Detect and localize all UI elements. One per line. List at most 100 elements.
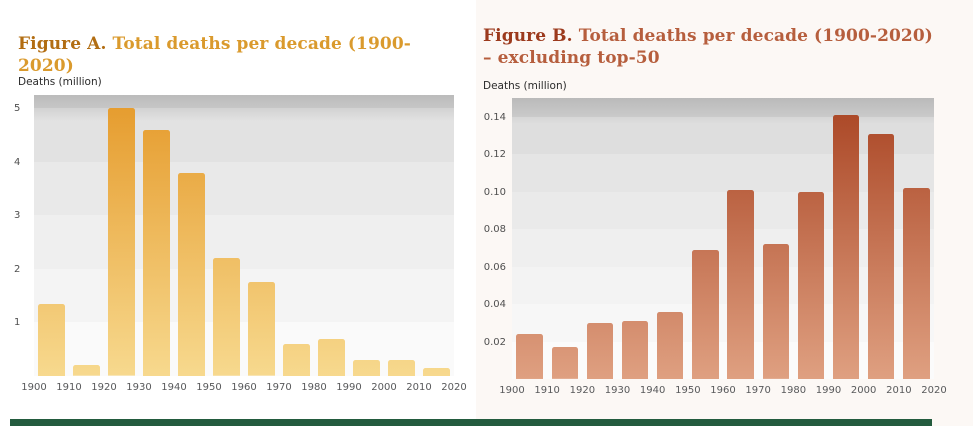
figure-b-bar-slot bbox=[547, 98, 582, 379]
figure-a-bar-1970s bbox=[283, 343, 310, 376]
figure-b-title: Figure B. Total deaths per decade (1900-… bbox=[483, 25, 933, 69]
figure-b-bar-1920s bbox=[586, 322, 614, 379]
figure-a-bar-1940s bbox=[178, 172, 205, 376]
figure-b-plot-area bbox=[512, 98, 934, 379]
figure-b-bar-1970s bbox=[762, 244, 789, 379]
figure-a-xtick-1910: 1910 bbox=[56, 382, 82, 393]
figure-a-bar-1960s bbox=[248, 282, 275, 376]
figure-a-title-prefix: Figure A. bbox=[18, 34, 107, 54]
figure-a-bar-1910s bbox=[73, 365, 100, 376]
figure-a-bar-slot bbox=[314, 95, 349, 376]
figure-a-xtick-1960: 1960 bbox=[231, 382, 257, 393]
figure-a-bar-1950s bbox=[213, 258, 240, 376]
figure-b-xtick-2010: 2010 bbox=[886, 385, 912, 396]
figure-a-ytick-3: 3 bbox=[14, 210, 21, 222]
figure-b-xtick-2020: 2020 bbox=[921, 385, 947, 396]
figure-b-bar-1960s bbox=[727, 189, 754, 379]
figure-a-bar-slot bbox=[104, 95, 139, 376]
figure-a-xtick-1990: 1990 bbox=[336, 382, 362, 393]
figure-b-xtick-1990: 1990 bbox=[815, 385, 842, 396]
figure-a-title: Figure A. Total deaths per decade (1900-… bbox=[18, 33, 466, 77]
figure-b-xtick-1920: 1920 bbox=[569, 385, 596, 396]
figure-a-bar-slot bbox=[419, 95, 454, 376]
figure-b-ytick-0.14: 0.14 bbox=[483, 111, 506, 123]
figure-b-bar-1940s bbox=[657, 311, 684, 379]
figure-a-plot-area bbox=[34, 95, 454, 376]
figure-b-x-axis: 1900 1910 1920 1930 1940 1950 1960 1970 1980 1990… bbox=[499, 385, 946, 399]
figure-b-xtick-1960: 1960 bbox=[710, 385, 736, 396]
figure-a-title-text: Total deaths per decade (1900-2020) bbox=[18, 34, 411, 76]
figure-a-y-axis: 1 2 3 4 5 bbox=[14, 95, 30, 376]
bottom-accent-bar bbox=[10, 419, 932, 426]
figure-b-xtick-1900: 1900 bbox=[499, 385, 525, 396]
figure-b-xtick-1910: 1910 bbox=[534, 385, 560, 396]
figure-b-bar-slot bbox=[723, 98, 758, 379]
figure-a-bar-1980s bbox=[318, 338, 345, 376]
figure-a-bar-slot bbox=[34, 95, 69, 376]
figure-a-bar-slot bbox=[349, 95, 384, 376]
figure-b-bar-slot bbox=[758, 98, 793, 379]
figure-a-bar-slot bbox=[139, 95, 174, 376]
figure-b-bar-slot bbox=[582, 98, 617, 379]
figure-b-ytick-0.08: 0.08 bbox=[483, 224, 506, 236]
figure-b-title-line2: – excluding top-50 bbox=[483, 48, 660, 68]
figure-b-bar-1910s bbox=[551, 347, 578, 379]
figure-a-bar-slot bbox=[384, 95, 419, 376]
figure-b-title-prefix: Figure B. bbox=[483, 26, 573, 46]
figure-a-ytick-5: 5 bbox=[14, 103, 21, 115]
figure-b-bar-2000s bbox=[868, 133, 895, 379]
figure-b-ytick-0.02: 0.02 bbox=[483, 336, 506, 348]
figure-b-xtick-1950: 1950 bbox=[675, 385, 701, 396]
figure-a-ytick-2: 2 bbox=[14, 263, 21, 275]
figure-a-bar-1920s bbox=[108, 108, 135, 376]
figure-a-bar-slot bbox=[174, 95, 209, 376]
figure-a-bar-1930s bbox=[143, 129, 170, 376]
figure-b-xtick-1980: 1980 bbox=[780, 385, 807, 396]
figure-b-bar-1990s bbox=[832, 114, 860, 379]
figure-b-title-text: Total deaths per decade (1900-2020) bbox=[578, 26, 933, 46]
figure-b-bar-1900s bbox=[516, 334, 543, 379]
figure-a-xtick-2010: 2010 bbox=[406, 382, 432, 393]
figure-b-bar-1980s bbox=[797, 191, 825, 379]
figure-b-xtick-2000: 2000 bbox=[850, 385, 877, 396]
figure-a-x-axis: 1900 1910 1920 1930 1940 1950 1960 1970 1980 1990… bbox=[21, 382, 466, 396]
figure-a-bar-1990s bbox=[353, 359, 380, 376]
figure-b-panel: Figure B. Total deaths per decade (1900-… bbox=[476, 0, 973, 426]
figure-b-bar-slot bbox=[899, 98, 934, 379]
figure-b-xtick-1930: 1930 bbox=[604, 385, 631, 396]
figure-a-xtick-1930: 1930 bbox=[126, 382, 152, 393]
figure-a-bar-slot bbox=[69, 95, 104, 376]
figure-a-panel: Figure A. Total deaths per decade (1900-… bbox=[0, 0, 467, 426]
figure-a-bar-2000s bbox=[388, 359, 415, 376]
figure-a-xtick-1970: 1970 bbox=[266, 382, 292, 393]
figure-b-bar-slot bbox=[864, 98, 899, 379]
figure-b-bar-slot bbox=[618, 98, 653, 379]
figure-b-ytick-0.10: 0.10 bbox=[483, 186, 506, 198]
figure-a-xtick-1900: 1900 bbox=[21, 382, 47, 393]
figure-a-xtick-1920: 1920 bbox=[91, 382, 117, 393]
figure-b-ytick-0.12: 0.12 bbox=[483, 149, 506, 161]
figure-a-bar-1900s bbox=[38, 303, 65, 376]
figure-a-xtick-1980: 1980 bbox=[301, 382, 327, 393]
figure-b-bar-slot bbox=[653, 98, 688, 379]
figure-a-ytick-4: 4 bbox=[14, 156, 21, 168]
figure-a-bar-slot bbox=[244, 95, 279, 376]
figure-b-ytick-0.04: 0.04 bbox=[483, 299, 506, 311]
figure-a-bar-2010s bbox=[423, 367, 450, 376]
figure-b-bar-1950s bbox=[692, 249, 719, 379]
figure-b-bar-2010s bbox=[903, 187, 930, 379]
figure-b-y-axis: 0.02 0.04 0.06 0.08 0.10 0.12 0.14 bbox=[480, 98, 506, 379]
figure-b-xtick-1970: 1970 bbox=[745, 385, 771, 396]
figure-b-xtick-1940: 1940 bbox=[639, 385, 666, 396]
figure-a-bar-slot bbox=[209, 95, 244, 376]
figure-a-xtick-2020: 2020 bbox=[441, 382, 467, 393]
figure-a-xtick-1940: 1940 bbox=[161, 382, 187, 393]
figure-a-xtick-2000: 2000 bbox=[371, 382, 397, 393]
figure-a-bar-slot bbox=[279, 95, 314, 376]
figure-b-bar-slot bbox=[793, 98, 828, 379]
figure-b-chart: 0.02 0.04 0.06 0.08 0.10 0.12 0.14 1900 1910 192… bbox=[476, 0, 973, 426]
figure-b-bar-slot bbox=[829, 98, 864, 379]
figure-b-y-axis-title: Deaths (million) bbox=[483, 80, 567, 92]
